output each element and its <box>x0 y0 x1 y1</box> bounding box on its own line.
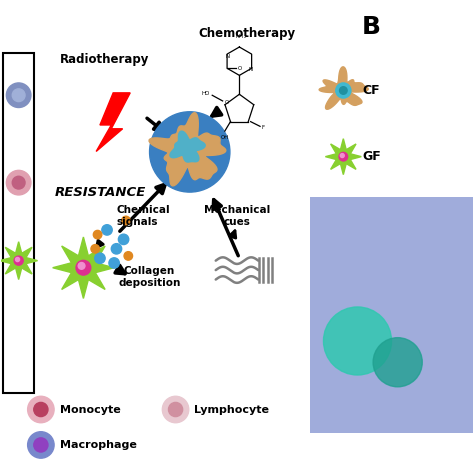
Circle shape <box>27 432 54 458</box>
Circle shape <box>111 244 122 254</box>
Circle shape <box>162 396 189 423</box>
Polygon shape <box>96 93 130 152</box>
Text: Radiotherapy: Radiotherapy <box>60 53 149 66</box>
Circle shape <box>323 307 392 375</box>
Circle shape <box>339 152 347 161</box>
Polygon shape <box>319 67 368 109</box>
Circle shape <box>34 438 48 452</box>
Text: Collagen
deposition: Collagen deposition <box>118 266 181 288</box>
Text: Lymphocyte: Lymphocyte <box>194 404 269 414</box>
Polygon shape <box>0 242 37 280</box>
Text: RESISTANCE: RESISTANCE <box>55 186 146 199</box>
Circle shape <box>16 257 19 262</box>
Circle shape <box>124 252 133 260</box>
Circle shape <box>339 87 347 94</box>
Circle shape <box>12 176 25 189</box>
Text: Chemotherapy: Chemotherapy <box>198 27 295 40</box>
Circle shape <box>76 260 91 275</box>
Polygon shape <box>170 131 205 162</box>
Circle shape <box>93 230 102 239</box>
Circle shape <box>150 112 230 192</box>
Circle shape <box>34 402 48 417</box>
Circle shape <box>95 253 105 264</box>
Text: Chemical
signals: Chemical signals <box>117 205 170 227</box>
Circle shape <box>6 170 31 195</box>
Text: Mechanical
cues: Mechanical cues <box>204 205 270 227</box>
Text: Macrophage: Macrophage <box>60 440 137 450</box>
Text: B: B <box>362 15 381 39</box>
Circle shape <box>340 154 344 157</box>
Circle shape <box>109 258 119 268</box>
Circle shape <box>102 225 112 235</box>
Circle shape <box>373 337 422 387</box>
Text: N: N <box>248 67 252 72</box>
Bar <box>310 197 474 433</box>
Circle shape <box>336 83 351 98</box>
Circle shape <box>118 234 129 245</box>
Text: GF: GF <box>362 150 381 163</box>
Circle shape <box>14 256 23 265</box>
Circle shape <box>6 83 31 108</box>
Circle shape <box>27 396 54 423</box>
Text: N: N <box>225 55 229 59</box>
Circle shape <box>78 263 85 269</box>
Circle shape <box>122 216 130 225</box>
Text: Monocyte: Monocyte <box>60 404 120 414</box>
Bar <box>3 53 34 393</box>
Text: F: F <box>262 125 265 130</box>
Text: NH$_2$: NH$_2$ <box>235 32 247 41</box>
Polygon shape <box>53 237 114 299</box>
Text: HO: HO <box>202 91 210 96</box>
Text: O: O <box>237 66 242 71</box>
Text: OH: OH <box>220 135 229 140</box>
Polygon shape <box>325 139 361 174</box>
Circle shape <box>91 245 100 253</box>
Circle shape <box>12 89 25 101</box>
Polygon shape <box>149 113 226 186</box>
Circle shape <box>168 402 182 417</box>
Text: O: O <box>225 100 229 105</box>
Text: CF: CF <box>362 84 380 97</box>
